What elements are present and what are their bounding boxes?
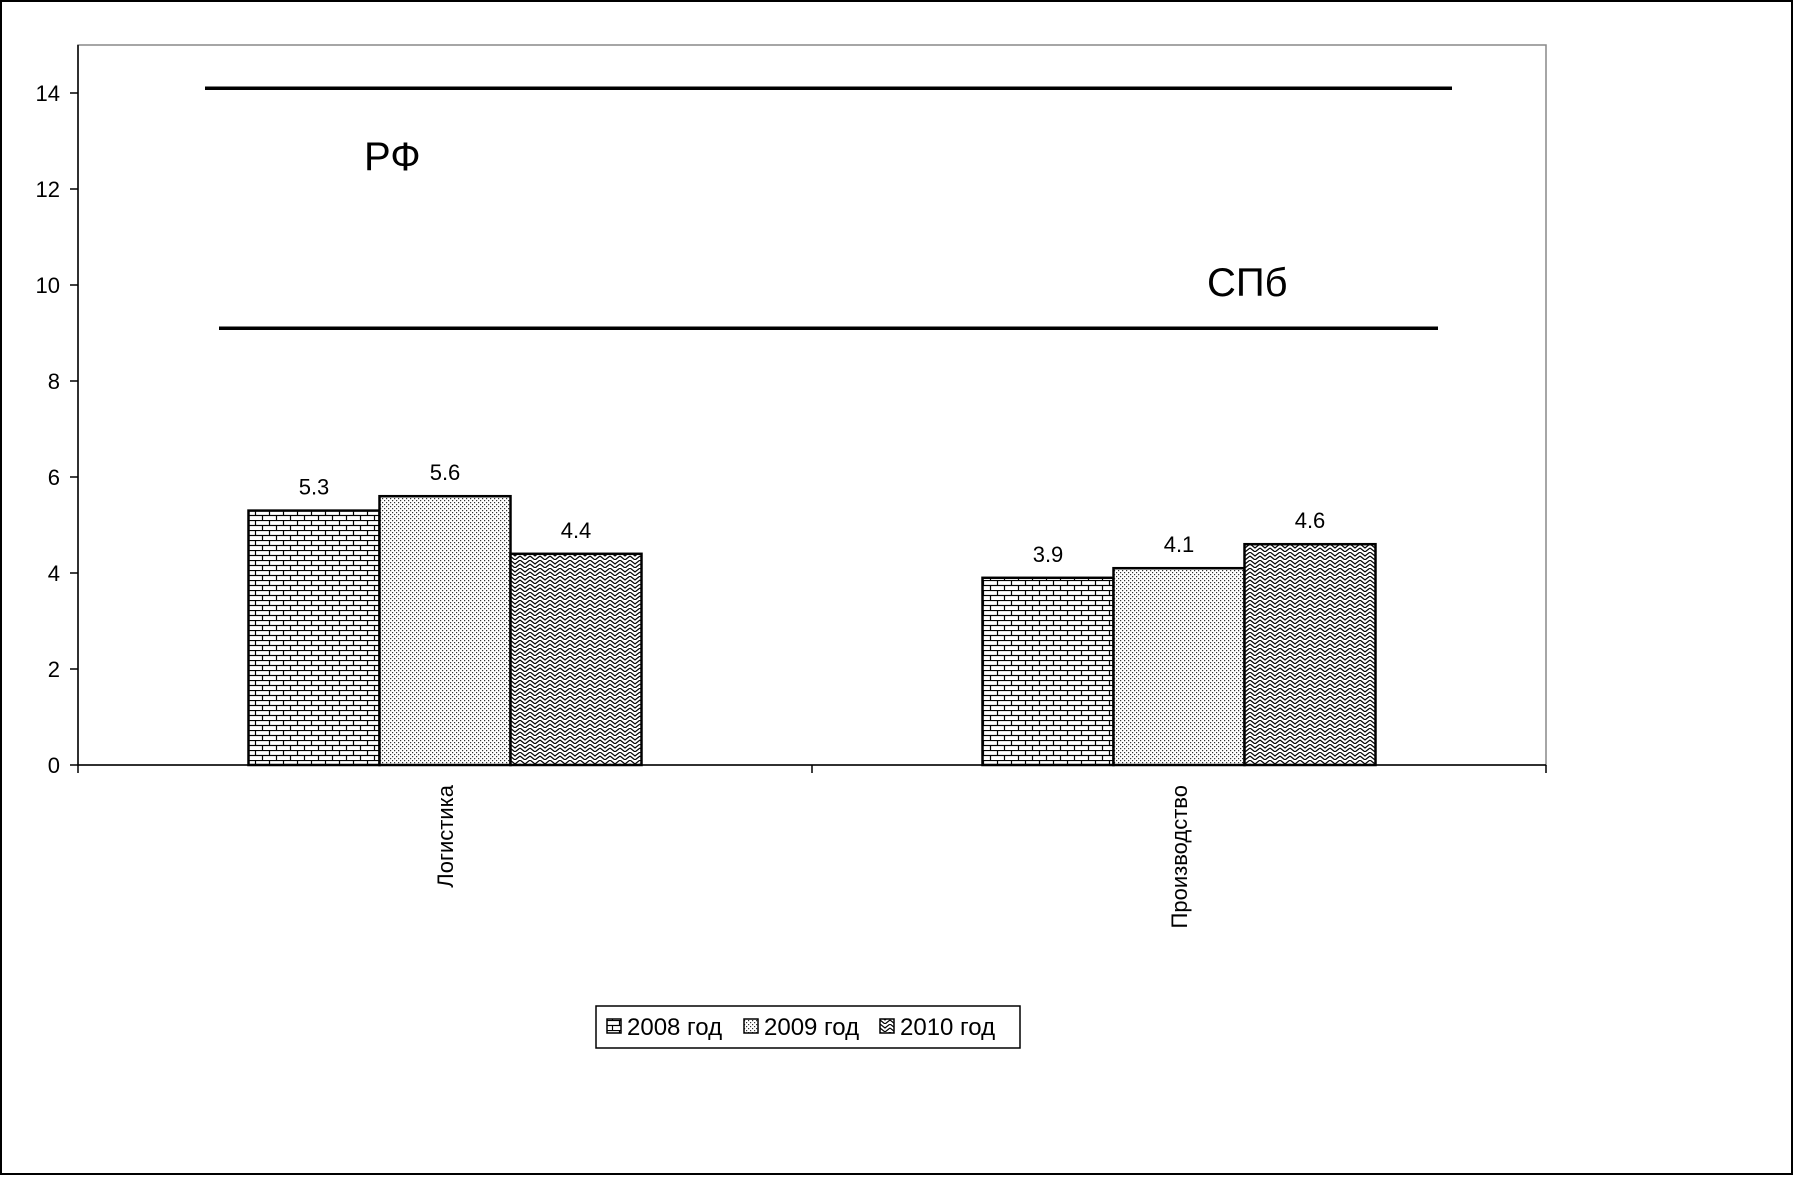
legend-swatch — [606, 1018, 622, 1034]
y-tick-label: 14 — [36, 81, 60, 106]
bar-data-label: 5.3 — [299, 475, 330, 500]
bar-data-label: 4.4 — [561, 518, 592, 543]
legend-label: 2010 год — [900, 1014, 995, 1041]
y-tick-label: 2 — [48, 657, 60, 682]
bar — [247, 509, 381, 767]
reference-line-label: РФ — [364, 135, 421, 179]
bar — [981, 576, 1115, 767]
bar — [378, 494, 512, 767]
bar-data-label: 3.9 — [1033, 542, 1064, 567]
legend-swatch — [879, 1018, 895, 1034]
legend-swatch — [743, 1018, 759, 1034]
bar-data-label: 4.6 — [1295, 508, 1326, 533]
y-tick-label: 6 — [48, 465, 60, 490]
category-label: Логистика — [433, 784, 458, 887]
y-tick-label: 0 — [48, 753, 60, 778]
bars — [247, 494, 1377, 767]
bar — [509, 552, 643, 767]
y-tick-label: 12 — [36, 177, 60, 202]
bar-data-label: 5.6 — [430, 460, 461, 485]
reference-lines: РФ СПб — [205, 86, 1452, 330]
bar — [1243, 542, 1377, 767]
y-tick-label: 10 — [36, 273, 60, 298]
y-axis: 0 2 4 6 8 10 12 14 — [36, 45, 79, 778]
bar — [1112, 566, 1246, 767]
legend-items: 2008 год 2009 год 2010 год — [606, 1014, 995, 1041]
legend-label: 2008 год — [627, 1014, 722, 1041]
bar-data-labels: 5.3 5.6 4.4 3.9 4.1 4.6 — [299, 460, 1326, 567]
category-labels: Логистика Производство — [433, 784, 1192, 928]
bar-data-label: 4.1 — [1164, 532, 1195, 557]
legend-label: 2009 год — [764, 1014, 859, 1041]
legend: 2008 год 2009 год 2010 год — [595, 1005, 1021, 1049]
y-tick-label: 4 — [48, 561, 60, 586]
reference-line-label: СПб — [1207, 261, 1288, 305]
legend-box — [595, 1005, 1021, 1049]
y-tick-label: 8 — [48, 369, 60, 394]
category-label: Производство — [1167, 785, 1192, 928]
